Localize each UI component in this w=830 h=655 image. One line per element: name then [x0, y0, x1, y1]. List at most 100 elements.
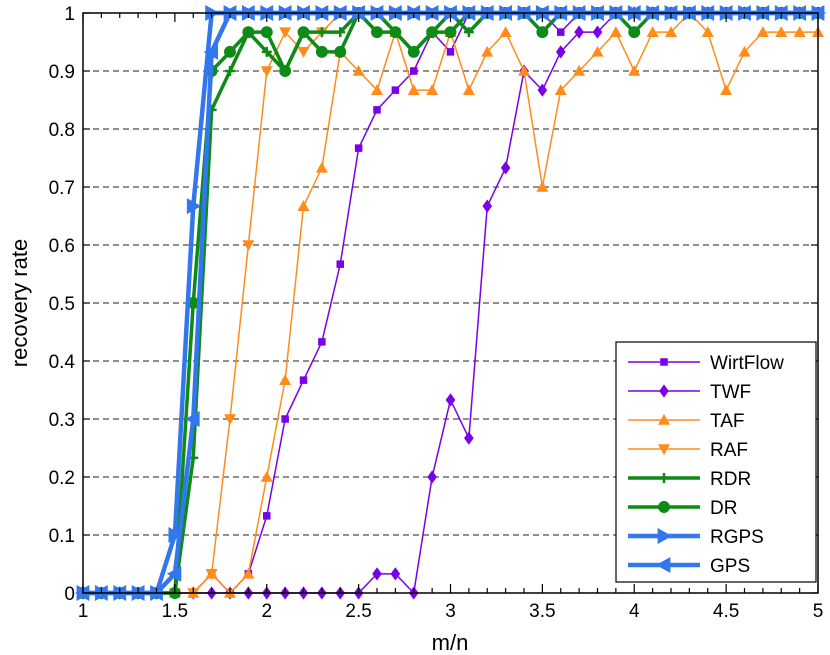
data-point [389, 26, 402, 39]
legend-label: GPS [710, 556, 750, 577]
data-point [336, 260, 344, 268]
y-tick-label: 0.7 [49, 178, 75, 199]
data-point [354, 144, 363, 152]
data-point [187, 297, 200, 309]
data-point [279, 27, 292, 39]
data-point [609, 26, 622, 37]
x-axis-title: m/n [432, 630, 469, 655]
data-point [75, 585, 90, 601]
data-point [463, 27, 474, 38]
data-point [701, 26, 714, 37]
data-point [738, 45, 751, 57]
x-tick-label: 1.5 [162, 601, 188, 622]
data-point [557, 28, 565, 36]
data-point [260, 26, 273, 39]
legend-entry: WirtFlow [628, 353, 784, 374]
data-point [427, 470, 437, 484]
data-point [263, 512, 271, 520]
data-point [281, 415, 289, 423]
legend-marker [657, 528, 672, 544]
data-point [260, 66, 273, 77]
data-point [554, 84, 567, 95]
y-tick-label: 0.6 [49, 236, 75, 257]
data-point [371, 26, 383, 39]
legend-marker [659, 384, 669, 398]
legend-label: DR [710, 498, 737, 519]
data-point [371, 84, 383, 95]
data-point [481, 45, 494, 57]
legend-entry: RGPS [628, 527, 764, 548]
data-point [373, 106, 381, 114]
y-tick-label: 0.3 [49, 410, 75, 431]
data-point [205, 569, 218, 580]
data-point [242, 240, 255, 251]
data-point [591, 45, 604, 57]
y-tick-label: 0.8 [49, 120, 75, 141]
x-tick-label: 1 [78, 601, 89, 622]
data-point [390, 567, 401, 581]
data-point [224, 45, 236, 58]
data-point [665, 26, 677, 37]
legend-marker [658, 501, 670, 513]
data-point [426, 84, 439, 95]
x-tick-label: 4.5 [713, 601, 739, 622]
data-point [410, 67, 418, 75]
x-tick-label: 4 [629, 601, 640, 622]
y-tick-label: 0.2 [49, 468, 75, 489]
legend-label: WirtFlow [710, 353, 784, 374]
y-tick-label: 0 [64, 584, 75, 605]
data-point [573, 65, 586, 76]
legend-entry: DR [628, 498, 737, 519]
data-point [444, 26, 457, 39]
legend-entry: TWF [628, 382, 751, 403]
data-point [225, 66, 235, 76]
y-tick-label: 0.9 [49, 62, 75, 83]
data-point [482, 199, 493, 213]
data-point [297, 200, 310, 211]
data-point [224, 414, 236, 425]
data-point [315, 45, 328, 58]
data-point [166, 565, 182, 582]
data-point [793, 26, 806, 37]
data-point [334, 45, 347, 58]
legend-entry: GPS [628, 556, 750, 577]
data-point [555, 45, 566, 59]
data-point [391, 86, 400, 94]
data-point [756, 26, 769, 37]
data-point [464, 431, 474, 445]
data-point [518, 65, 530, 76]
legend-marker [656, 557, 671, 573]
data-point [318, 338, 326, 346]
data-point [407, 45, 420, 58]
data-point [536, 181, 549, 192]
legend-marker [660, 358, 668, 366]
data-point [720, 84, 733, 95]
data-point [426, 26, 439, 39]
legend-marker [658, 414, 670, 425]
legend-marker [658, 444, 670, 455]
data-point [335, 27, 346, 38]
data-point [499, 26, 512, 37]
legend-entry: TAF [628, 411, 744, 432]
x-tick-label: 2.5 [345, 601, 371, 622]
legend-label: TWF [710, 382, 751, 403]
data-point [574, 25, 584, 39]
data-point [372, 567, 382, 581]
data-point [646, 26, 659, 37]
data-point [186, 198, 202, 215]
data-point [261, 46, 272, 57]
data-point [352, 65, 365, 76]
data-point [168, 527, 183, 543]
axis-ticks: 0 0.1 0.2 0.3 0.4 0.5 0.6 0.7 0.8 0.9 1 1 1.5 2 2.5 3 3.… [49, 4, 824, 622]
data-point [242, 567, 255, 579]
data-point [628, 26, 641, 39]
data-point [279, 374, 292, 385]
x-tick-label: 5 [813, 601, 824, 622]
data-point [260, 471, 273, 482]
data-point [445, 393, 456, 407]
x-tick-label: 2 [261, 601, 272, 622]
legend-label: RAF [710, 440, 748, 461]
legend-marker [659, 473, 669, 483]
data-point [203, 43, 219, 60]
